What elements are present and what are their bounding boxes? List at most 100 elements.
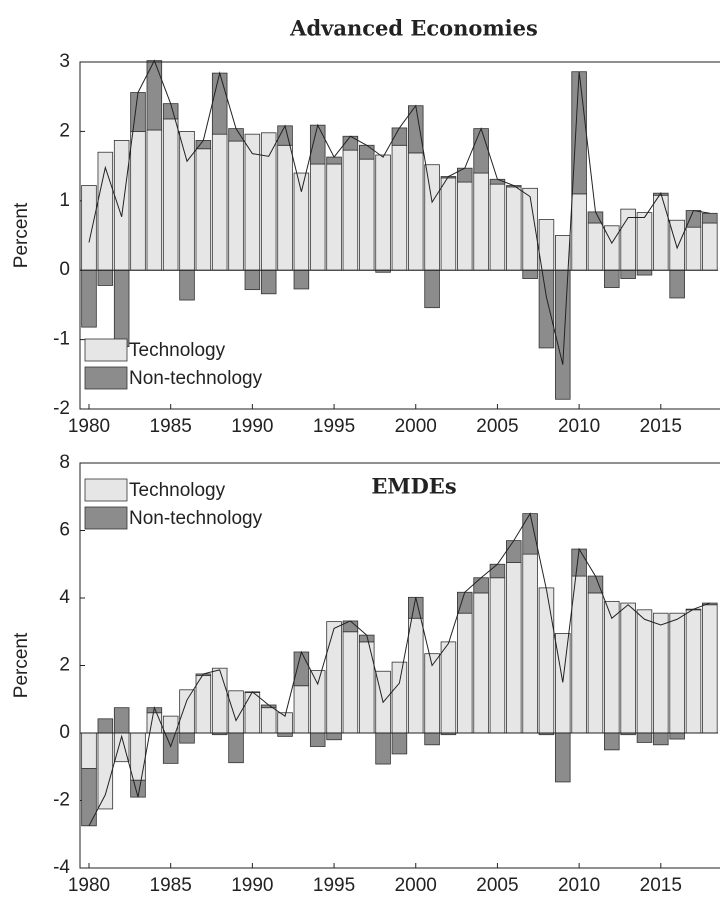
bar — [326, 732, 342, 741]
bar — [309, 163, 326, 271]
bar — [653, 612, 669, 734]
bar — [113, 140, 130, 271]
bar — [571, 193, 587, 271]
bar — [489, 183, 506, 271]
y-tick-label: 2 — [59, 120, 70, 141]
x-tick-label: 1980 — [68, 416, 110, 437]
y-axis-label: Percent — [11, 202, 32, 268]
bar — [669, 612, 685, 734]
bar — [97, 718, 114, 734]
bar — [228, 732, 244, 764]
bar — [702, 604, 718, 734]
bar — [293, 172, 310, 271]
bar — [538, 587, 555, 734]
x-tick-label: 1985 — [150, 416, 192, 437]
legend-label: Non-technology — [129, 508, 263, 529]
bar — [669, 732, 685, 740]
y-tick-label: -2 — [53, 398, 70, 419]
axes-box — [79, 61, 720, 410]
legend-label: Technology — [129, 340, 226, 361]
y-tick-label: 4 — [59, 587, 70, 608]
legend-swatch — [84, 506, 128, 530]
bar — [211, 72, 228, 135]
x-tick-label: 1990 — [231, 875, 273, 896]
x-tick-label: 2015 — [640, 416, 682, 437]
bar — [636, 609, 653, 734]
legend-swatch — [84, 338, 128, 362]
bar — [636, 212, 653, 271]
bar — [571, 71, 587, 195]
x-tick-label: 2015 — [640, 875, 682, 896]
bar — [342, 149, 359, 271]
bar — [81, 185, 97, 271]
x-tick-label: 2005 — [476, 875, 518, 896]
bar — [555, 633, 571, 734]
bar — [571, 575, 587, 734]
legend-label: Technology — [129, 480, 226, 501]
bar — [309, 732, 326, 747]
bar — [130, 92, 146, 132]
bar — [211, 133, 228, 271]
bar — [440, 641, 457, 734]
bar — [293, 269, 310, 290]
bar — [97, 269, 114, 286]
total-line — [88, 59, 710, 365]
x-tick-label: 1995 — [313, 875, 355, 896]
bar — [653, 194, 669, 271]
y-tick-label: 3 — [59, 51, 70, 72]
bar — [97, 732, 114, 810]
bar — [587, 222, 604, 271]
legend-label: Non-technology — [129, 368, 263, 389]
bar — [211, 667, 228, 734]
bar — [81, 269, 97, 328]
y-tick-label: 0 — [59, 722, 70, 743]
bar — [391, 661, 408, 734]
x-tick-label: 1995 — [313, 416, 355, 437]
x-tick-label: 2005 — [476, 416, 518, 437]
bar — [358, 158, 375, 271]
bar — [685, 226, 702, 271]
x-tick-label: 2010 — [558, 875, 600, 896]
x-tick-label: 1980 — [68, 875, 110, 896]
bar — [685, 210, 702, 228]
x-tick-label: 2000 — [395, 416, 437, 437]
bar — [407, 617, 424, 734]
bar — [506, 186, 522, 271]
bar — [97, 151, 114, 271]
bar — [130, 130, 146, 271]
bar — [309, 670, 326, 734]
bar — [489, 563, 506, 579]
bar — [457, 181, 473, 271]
bar — [407, 596, 424, 619]
bar — [620, 602, 636, 734]
bar — [260, 132, 277, 271]
bar — [685, 609, 702, 734]
bar — [358, 144, 375, 160]
bar — [489, 577, 506, 734]
bar — [538, 269, 555, 349]
bar — [146, 712, 163, 734]
bar — [277, 732, 293, 737]
bar — [636, 269, 653, 276]
bar — [522, 553, 538, 734]
bar — [587, 592, 604, 734]
bar — [113, 269, 130, 347]
bar — [555, 269, 571, 400]
x-tick-label: 2000 — [395, 875, 437, 896]
y-tick-label: 0 — [59, 259, 70, 280]
bar — [375, 154, 391, 271]
y-tick-label: 1 — [59, 190, 70, 211]
bar — [391, 732, 408, 755]
bar — [407, 152, 424, 271]
legend-swatch — [84, 366, 128, 390]
y-tick-label: -4 — [53, 857, 70, 878]
bar — [162, 118, 179, 271]
bar — [326, 621, 342, 734]
bar — [375, 732, 391, 765]
bar — [195, 148, 212, 271]
bar — [424, 269, 440, 309]
bar — [228, 140, 244, 271]
bar — [293, 685, 310, 734]
bar — [604, 732, 620, 751]
chart-title: EMDEs — [371, 474, 456, 499]
